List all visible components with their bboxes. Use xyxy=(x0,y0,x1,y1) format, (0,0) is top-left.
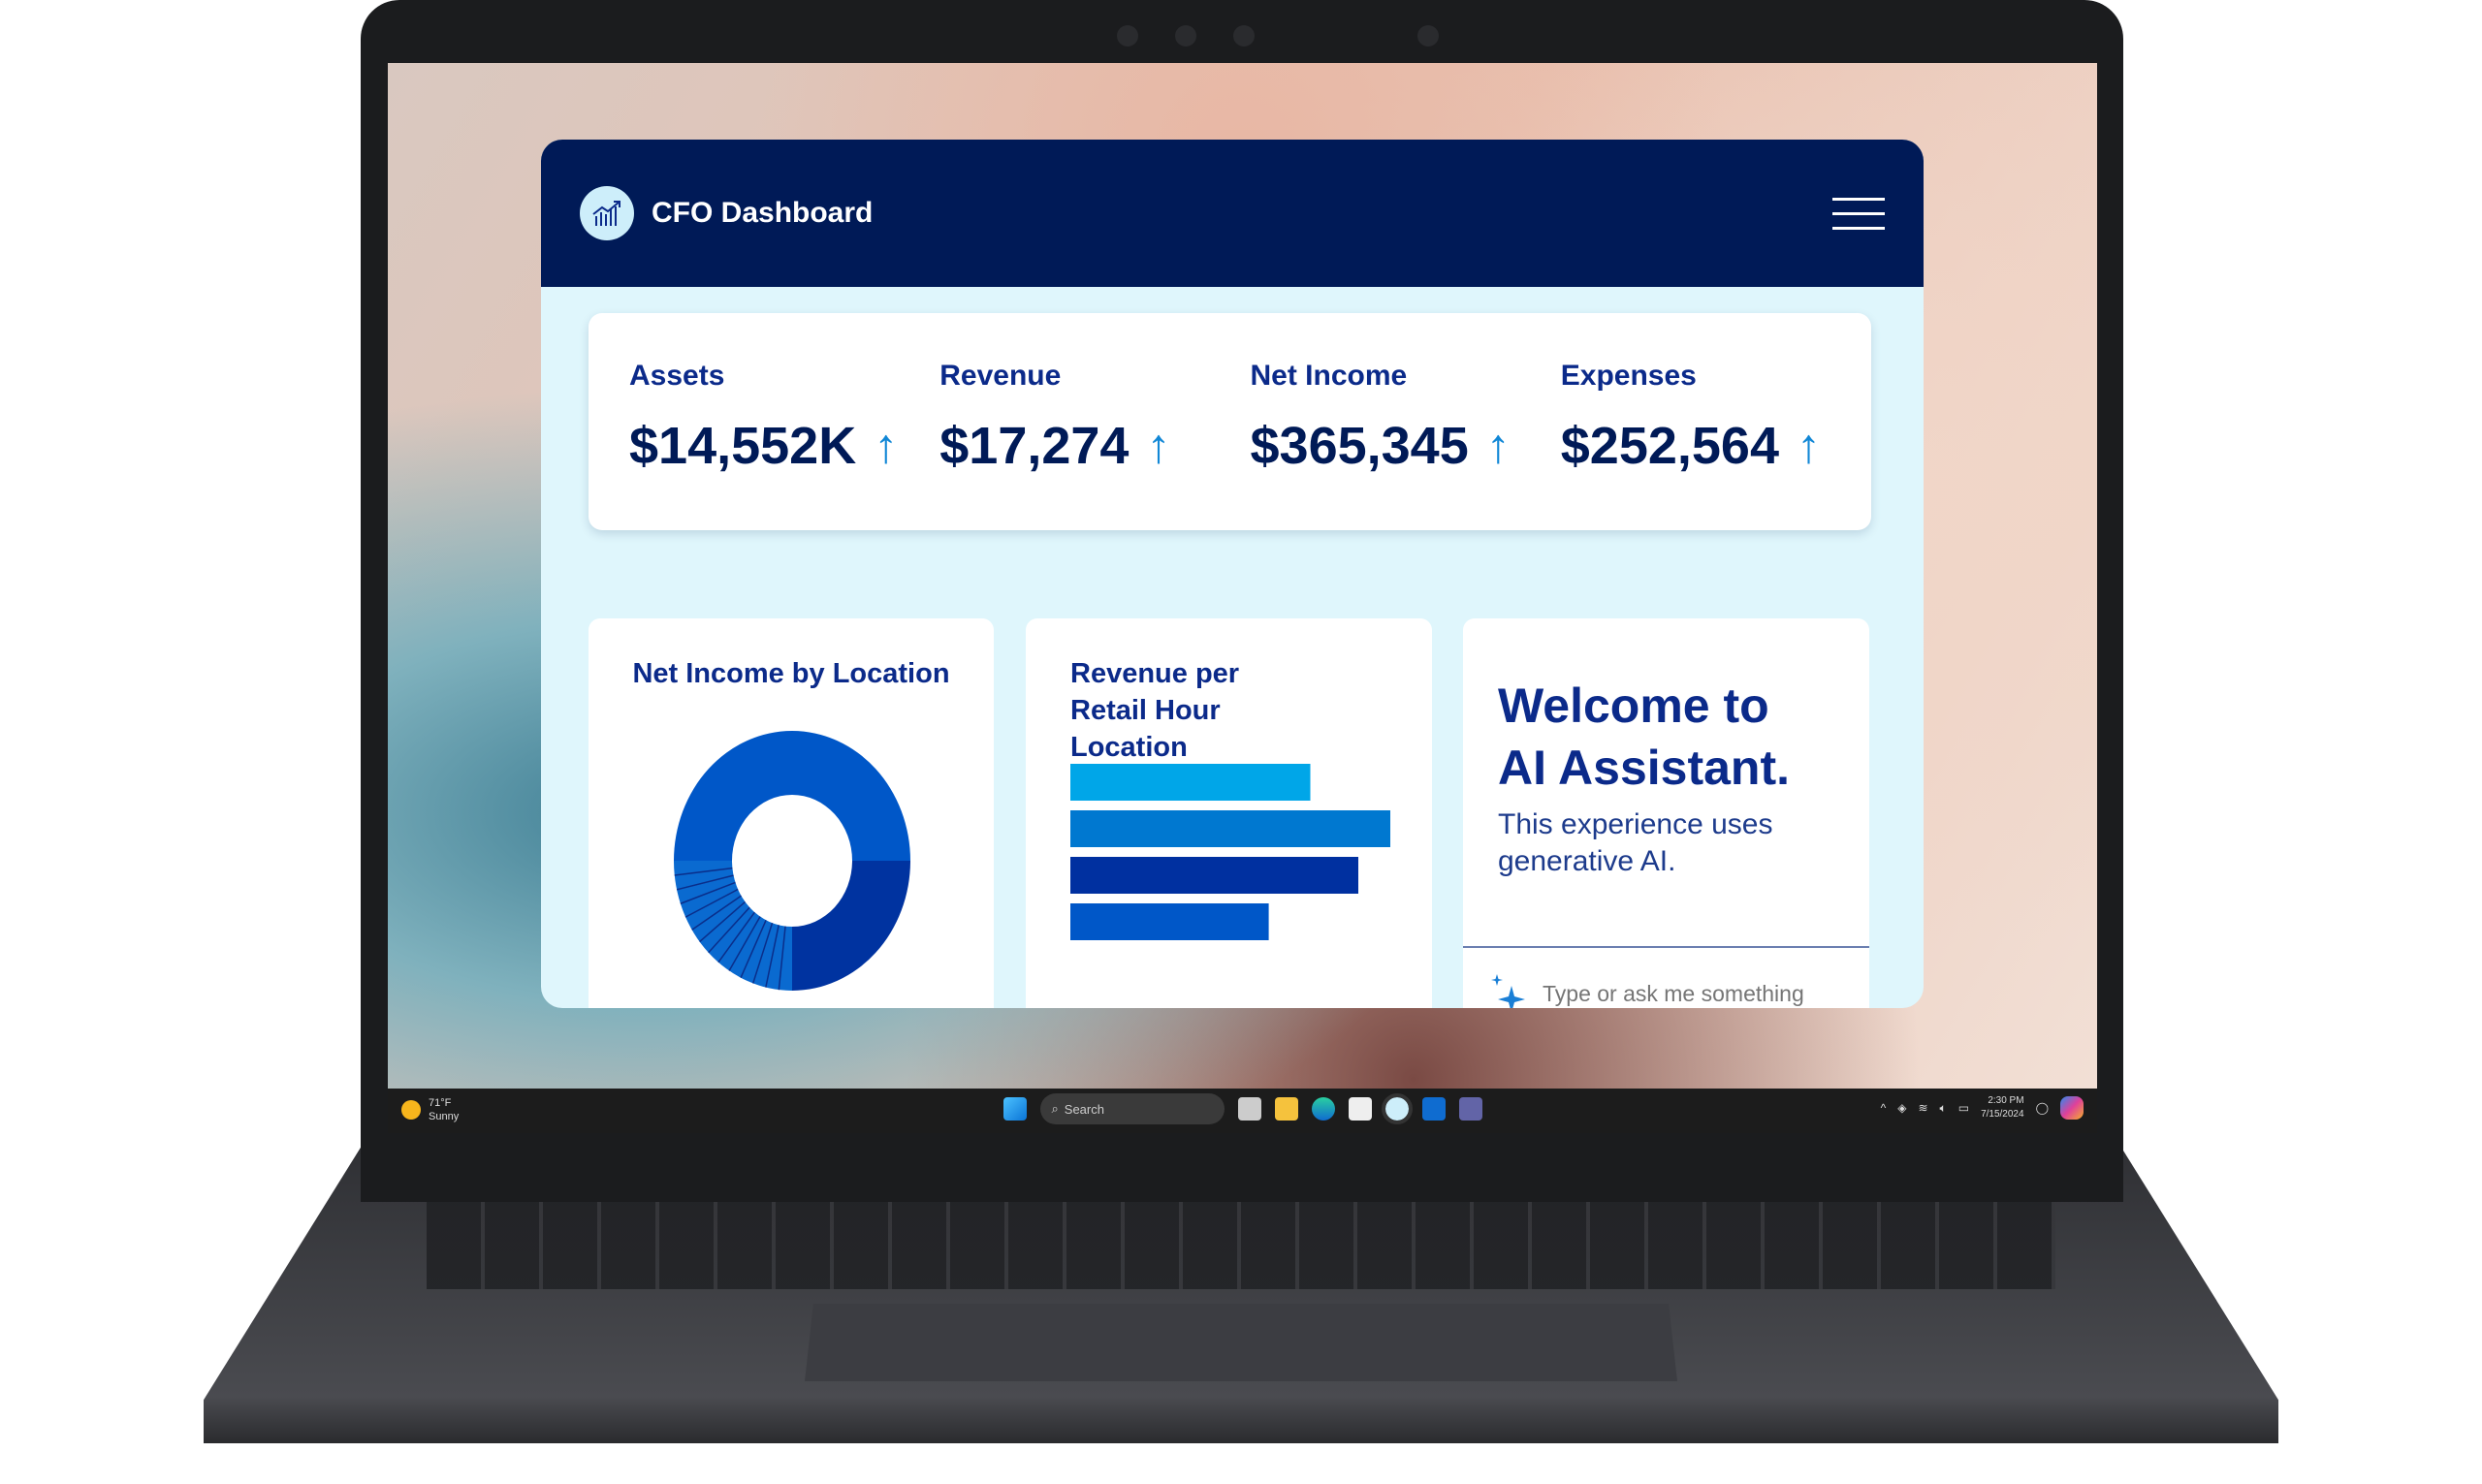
bar[interactable] xyxy=(1070,903,1269,940)
assistant-subtitle: This experience uses generative AI. xyxy=(1498,808,1773,877)
arrow-up-icon: ↑ xyxy=(874,419,899,473)
teams-icon[interactable] xyxy=(1458,1097,1482,1121)
battery-icon[interactable]: ▭ xyxy=(1957,1101,1970,1115)
donut-chart xyxy=(674,731,910,991)
arrow-up-icon: ↑ xyxy=(1146,419,1171,473)
bar[interactable] xyxy=(1070,810,1390,847)
network-icon[interactable]: ◈ xyxy=(1897,1101,1907,1115)
edge-icon[interactable] xyxy=(1311,1097,1335,1121)
chevron-up-icon[interactable]: ^ xyxy=(1880,1101,1887,1115)
slice-divider xyxy=(674,867,733,876)
chart-title: Net Income by Location xyxy=(632,658,950,689)
sparkle-icon xyxy=(1491,974,1525,1008)
bar[interactable] xyxy=(1070,764,1311,801)
camera xyxy=(1175,25,1196,47)
kpi-card: Assets $14,552K ↑ Revenue $17,274 ↑ Net Inco… xyxy=(589,313,1871,530)
slice-divider xyxy=(717,911,755,963)
search-label: Search xyxy=(1064,1101,1104,1117)
kpi-value: $365,345 xyxy=(1250,417,1469,475)
kpi-value: $17,274 xyxy=(939,417,1130,475)
header: CFO Dashboard xyxy=(541,140,1924,287)
slice-divider xyxy=(691,895,742,931)
file-explorer-icon[interactable] xyxy=(1274,1097,1298,1121)
camera xyxy=(1417,25,1439,47)
slice-divider xyxy=(680,881,736,904)
wifi-icon[interactable]: ≋ xyxy=(1918,1101,1928,1115)
arrow-up-icon: ↑ xyxy=(1796,419,1821,473)
screen: CFO Dashboard Assets $14,552K ↑ Revenue $17… xyxy=(388,63,2097,1133)
kpi-revenue: Revenue $17,274 ↑ xyxy=(939,360,1250,530)
donut-slice[interactable] xyxy=(792,861,910,991)
revenue-card[interactable]: Revenue per Retail Hour Location xyxy=(1026,618,1432,1008)
chart-growth-icon xyxy=(580,186,634,240)
copilot-icon[interactable] xyxy=(2060,1096,2084,1120)
kpi-label: Assets xyxy=(629,360,725,392)
slice-divider xyxy=(699,900,747,943)
search-icon: ⌕ xyxy=(1051,1101,1059,1116)
bar-chart xyxy=(1070,764,1390,940)
kpi-value: $14,552K xyxy=(629,417,857,475)
kpi-label: Expenses xyxy=(1560,360,1697,392)
slice-divider xyxy=(765,925,780,988)
notification-bell-icon[interactable]: ◯ xyxy=(2035,1101,2049,1115)
windows-start-icon[interactable] xyxy=(1002,1097,1027,1121)
assistant-input-row[interactable] xyxy=(1463,946,1869,1008)
slice-divider xyxy=(708,906,750,954)
slice-divider xyxy=(740,919,767,979)
weather-widget[interactable]: 71°F Sunny xyxy=(401,1096,459,1123)
assistant-heading: Welcome to AI Assistant. xyxy=(1498,679,1791,795)
kpi-net-income: Net Income $365,345 ↑ xyxy=(1251,360,1561,530)
dashboard-window: CFO Dashboard Assets $14,552K ↑ Revenue $17… xyxy=(541,140,1924,1008)
chart-title: Revenue per Retail Hour Location xyxy=(1070,658,1240,763)
cfo-dashboard-app-icon[interactable] xyxy=(1381,1093,1413,1124)
clock[interactable]: 2:30 PM 7/15/2024 xyxy=(1981,1095,2024,1120)
weather-temp: 71°F xyxy=(429,1097,452,1109)
kpi-assets: Assets $14,552K ↑ xyxy=(629,360,939,530)
touchpad xyxy=(805,1304,1677,1381)
donut-slice[interactable] xyxy=(674,731,910,861)
weather-desc: Sunny xyxy=(429,1111,460,1122)
camera xyxy=(1117,25,1138,47)
keyboard xyxy=(427,1192,2055,1289)
arrow-up-icon: ↑ xyxy=(1485,419,1511,473)
app-title: CFO Dashboard xyxy=(652,197,874,229)
task-view-icon[interactable] xyxy=(1237,1097,1261,1121)
camera xyxy=(1233,25,1255,47)
slice-divider xyxy=(728,916,761,971)
slice-divider xyxy=(751,922,774,984)
volume-icon[interactable]: 🔈︎ xyxy=(1939,1100,1947,1115)
taskbar-search[interactable]: ⌕ Search xyxy=(1039,1093,1225,1124)
kpi-value: $252,564 xyxy=(1560,417,1779,475)
ai-assistant-card: Welcome to AI Assistant. This experience… xyxy=(1463,618,1869,1008)
slice-divider xyxy=(676,874,734,891)
assistant-input[interactable] xyxy=(1543,980,1833,1007)
hamburger-menu-icon[interactable] xyxy=(1832,197,1885,230)
kpi-label: Net Income xyxy=(1250,360,1408,392)
kpi-label: Revenue xyxy=(939,360,1062,392)
taskbar: 71°F Sunny ⌕ Search ^ ◈ ≋ 🔈︎ ▭ 2:30 PM 7/15… xyxy=(388,1089,2097,1133)
sun-icon xyxy=(401,1100,421,1120)
outlook-icon[interactable] xyxy=(1421,1097,1446,1121)
store-icon[interactable] xyxy=(1348,1097,1372,1121)
slice-divider xyxy=(684,888,739,918)
net-income-card[interactable]: Net Income by Location xyxy=(589,618,994,1008)
bar[interactable] xyxy=(1070,857,1358,894)
kpi-expenses: Expenses $252,564 ↑ xyxy=(1561,360,1871,530)
slice-divider xyxy=(778,926,786,991)
